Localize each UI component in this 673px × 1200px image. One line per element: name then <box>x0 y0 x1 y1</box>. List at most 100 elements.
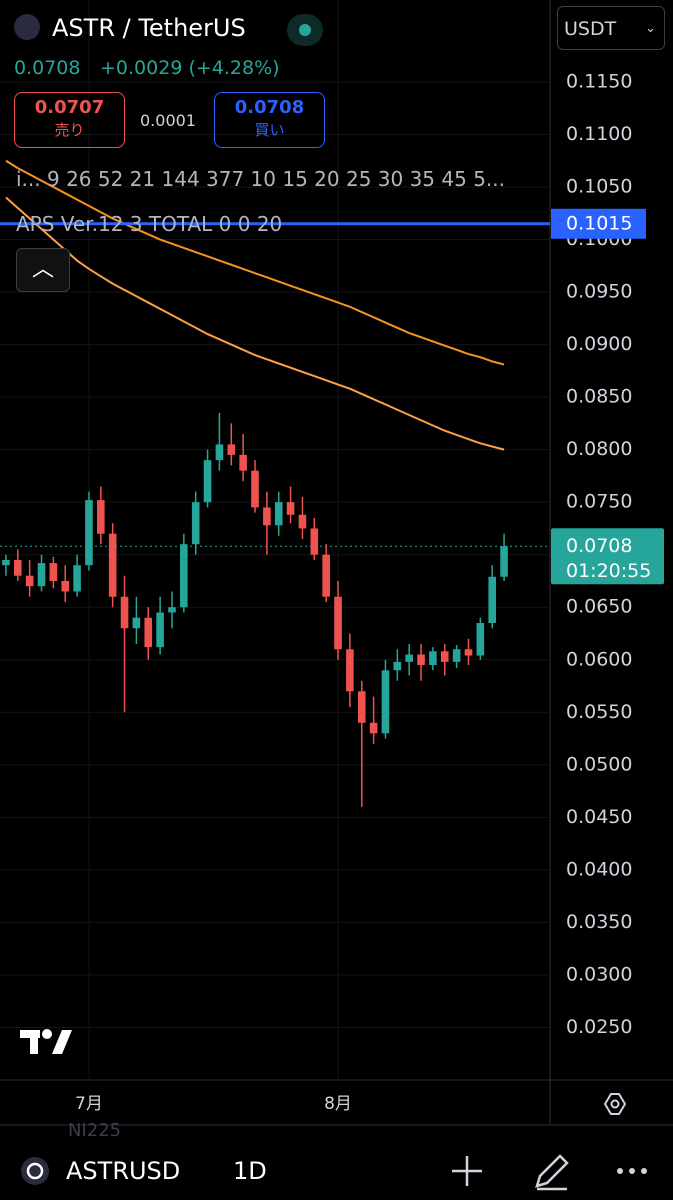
candle-body <box>108 533 117 597</box>
last-price-bg <box>551 528 664 585</box>
y-tick-label: 0.0550 <box>566 701 632 723</box>
draw-icon[interactable] <box>535 1154 569 1191</box>
last-price-label: 0.0708 <box>566 535 632 557</box>
y-tick-label: 0.0800 <box>566 438 632 460</box>
y-tick-label: 0.0300 <box>566 963 632 985</box>
y-tick-label: 0.1050 <box>566 176 632 198</box>
symbol-icon[interactable] <box>21 1157 49 1185</box>
last-price: 0.0708 <box>14 57 81 79</box>
candle-body <box>251 470 259 508</box>
candle-body <box>120 596 129 629</box>
dropdown-arrow: ⌄ <box>645 21 656 36</box>
y-tick-label: 0.0350 <box>566 911 632 933</box>
candle-body <box>393 661 402 671</box>
price-change: +0.0029 (+4.28%) <box>100 57 280 79</box>
alert-label: 0.1015 <box>566 212 632 234</box>
candle-body <box>263 507 271 526</box>
candle-body <box>452 649 461 662</box>
symbol-logo <box>14 14 40 40</box>
spread: 0.0001 <box>140 111 196 130</box>
candle-body <box>500 546 508 577</box>
buy-label: 買い <box>254 121 285 139</box>
interval[interactable]: 1D <box>233 1157 267 1185</box>
candle-body <box>440 651 449 662</box>
candle-body <box>180 544 188 608</box>
symbol-title[interactable]: ASTR / TetherUS <box>52 14 246 42</box>
settings-icon[interactable] <box>603 1093 627 1115</box>
candle-body <box>215 444 224 461</box>
y-tick-label: 0.0450 <box>566 806 632 828</box>
candle-body <box>476 622 485 656</box>
status-dot <box>299 24 311 36</box>
y-tick-label: 0.0500 <box>566 753 632 775</box>
logo <box>20 1029 72 1054</box>
symbol-icon-inner <box>26 1162 44 1180</box>
more-icon[interactable] <box>617 1168 647 1174</box>
footer-symbol[interactable]: ASTRUSD <box>66 1157 181 1185</box>
ma-line <box>5 196 505 451</box>
candle-body <box>322 554 330 597</box>
candle-body <box>73 565 81 592</box>
candle-body <box>25 575 34 587</box>
candle-body <box>2 559 10 566</box>
ghost-text: NI225 <box>68 1120 122 1141</box>
sell-button[interactable]: 0.0707 売り <box>14 92 125 148</box>
x-tick-label: 8月 <box>324 1094 352 1114</box>
status <box>287 14 323 46</box>
y-tick-label: 0.0950 <box>566 281 632 303</box>
currency: USDT <box>564 18 617 40</box>
candle-body <box>168 607 176 613</box>
candle-body <box>203 460 212 503</box>
sell-label: 売り <box>54 121 85 139</box>
countdown: 01:20:55 <box>566 560 651 582</box>
candle-body <box>346 649 354 692</box>
candle-body <box>298 514 307 529</box>
candle-body <box>239 454 247 471</box>
currency-select[interactable]: USDT ⌄ <box>557 6 665 50</box>
y-tick-label: 0.0850 <box>566 386 632 408</box>
candle-body <box>37 563 46 587</box>
candle-body <box>156 612 164 648</box>
indicator-legend[interactable]: i... 9 26 52 21 144 377 10 15 20 25 30 3… <box>16 167 505 191</box>
candle-body <box>405 654 413 662</box>
y-tick-label: 0.0650 <box>566 596 632 618</box>
candle-body <box>286 502 295 515</box>
candle-body <box>488 576 497 623</box>
candle-body <box>132 617 141 629</box>
x-tick-label: 7月 <box>75 1094 103 1114</box>
candle-body <box>49 563 58 581</box>
ma-line <box>5 159 505 366</box>
candle-body <box>417 654 425 666</box>
y-tick-label: 0.1100 <box>566 123 632 145</box>
y-tick-label: 0.0400 <box>566 858 632 880</box>
add-icon[interactable] <box>452 1156 482 1186</box>
candle-body <box>85 500 93 566</box>
y-tick-label: 0.0600 <box>566 648 632 670</box>
candle-body <box>227 444 236 455</box>
candle-body <box>61 580 70 592</box>
candle-body <box>274 502 283 526</box>
y-tick-label: 0.0750 <box>566 491 632 513</box>
buy-button[interactable]: 0.0708 買い <box>214 92 325 148</box>
candle-body <box>13 559 22 576</box>
buy-price: 0.0708 <box>234 97 305 118</box>
candle-body <box>357 691 366 723</box>
alert-label-bg <box>551 208 646 239</box>
candle-body <box>97 500 105 534</box>
candle-body <box>429 651 437 666</box>
candle-body <box>381 670 390 734</box>
candle-body <box>310 528 319 555</box>
candle-body <box>369 722 378 734</box>
candle-body <box>464 649 473 656</box>
candle-body <box>334 596 342 650</box>
y-tick-label: 0.0900 <box>566 333 632 355</box>
y-tick-label: 0.1150 <box>566 70 632 92</box>
indicator-legend[interactable]: APS Ver.12 3 TOTAL 0 0 20 <box>16 212 283 236</box>
candle-body <box>191 502 200 545</box>
candle-body <box>144 617 153 648</box>
sell-price: 0.0707 <box>34 97 105 118</box>
collapse-button[interactable]: ︿ <box>16 248 70 292</box>
y-tick-label: 0.0250 <box>566 1016 632 1038</box>
